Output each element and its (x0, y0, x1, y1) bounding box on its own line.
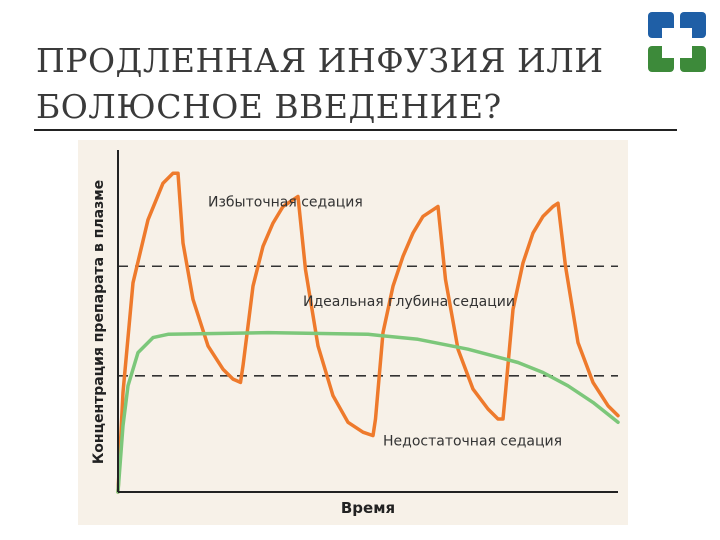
slide-title: ПРОДЛЕННАЯ ИНФУЗИЯ ИЛИ БОЛЮСНОЕ ВВЕДЕНИЕ… (36, 38, 636, 130)
series-lines (116, 171, 620, 494)
infusion-concentration-line (116, 330, 620, 494)
x-axis-label: Время (341, 499, 395, 517)
y-axis-label: Концентрация препарата в плазме (91, 180, 107, 464)
title-line-2: БОЛЮСНОЕ ВВЕДЕНИЕ? (36, 87, 502, 126)
annotation-excess-sedation: Избыточная седация (208, 194, 363, 210)
threshold-lines (118, 265, 618, 377)
title-line-1: ПРОДЛЕННАЯ ИНФУЗИЯ ИЛИ (36, 41, 604, 80)
cross-logo-icon (648, 12, 706, 72)
annotation-insufficient-sedation: Недостаточная седация (383, 434, 562, 450)
annotation-ideal-sedation: Идеальная глубина седации (303, 294, 515, 310)
logo-cross-inner (662, 28, 692, 58)
annotations: Избыточная седация Идеальная глубина седа… (208, 194, 562, 449)
bolus-concentration-line (116, 171, 620, 494)
title-divider (34, 129, 677, 131)
sedation-chart: Избыточная седация Идеальная глубина седа… (78, 140, 628, 525)
